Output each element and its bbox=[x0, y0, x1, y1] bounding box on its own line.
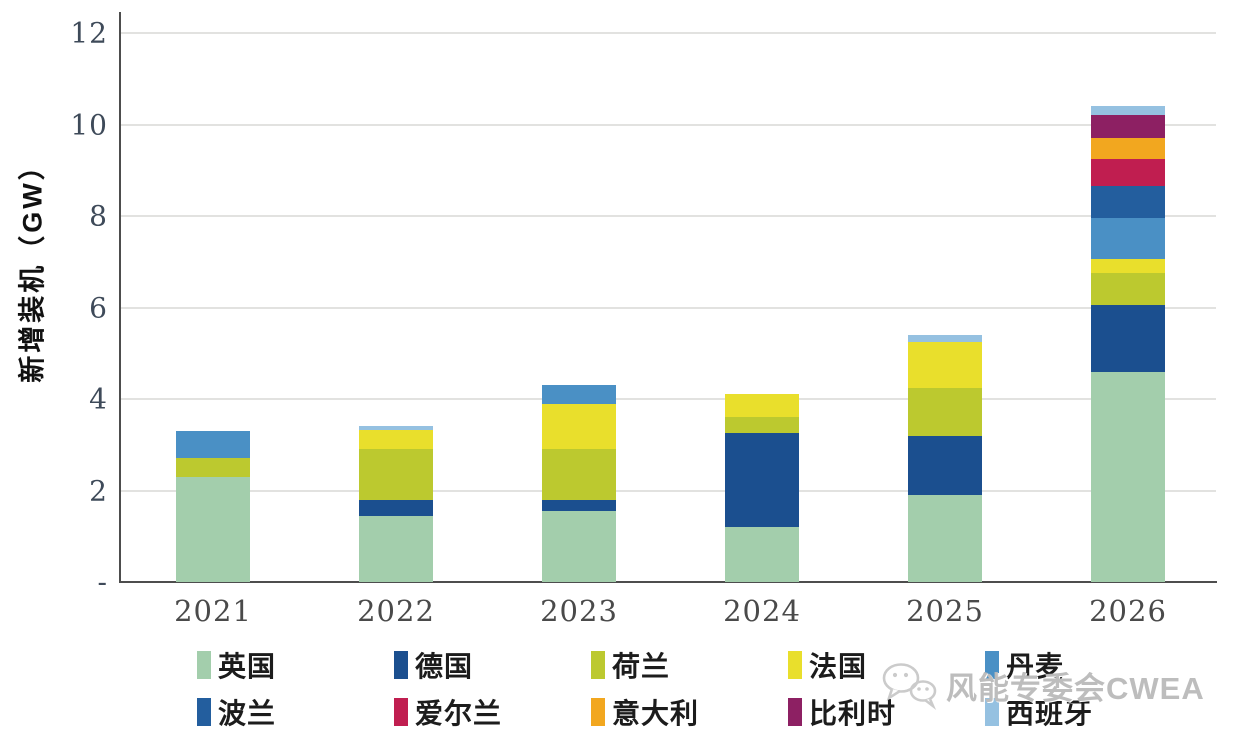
bar-segment bbox=[1091, 138, 1165, 159]
bar-segment bbox=[542, 449, 616, 500]
gridline-12 bbox=[121, 32, 1216, 34]
legend-label: 荷兰 bbox=[612, 651, 671, 682]
legend-item-德国: 德国 bbox=[394, 645, 473, 685]
legend-item-波兰: 波兰 bbox=[197, 692, 276, 732]
y-tick-label: 4 bbox=[89, 382, 108, 416]
bar-segment bbox=[359, 515, 433, 582]
bar-segment bbox=[1091, 305, 1165, 372]
bar-segment bbox=[725, 394, 799, 418]
legend-swatch bbox=[591, 698, 605, 726]
x-axis-label: 2021 bbox=[174, 594, 252, 628]
legend-label: 丹麦 bbox=[1006, 651, 1065, 682]
legend-item-意大利: 意大利 bbox=[591, 692, 699, 732]
bar-segment bbox=[1091, 158, 1165, 187]
bar-segment bbox=[908, 334, 982, 342]
legend-item-英国: 英国 bbox=[197, 645, 276, 685]
x-axis-label: 2023 bbox=[540, 594, 618, 628]
legend-swatch bbox=[197, 698, 211, 726]
bar-segment bbox=[1091, 106, 1165, 116]
legend-label: 爱尔兰 bbox=[415, 698, 503, 729]
legend-swatch bbox=[197, 651, 211, 679]
y-tick-label: 2 bbox=[89, 474, 108, 507]
legend-label: 西班牙 bbox=[1006, 698, 1094, 729]
legend-label: 英国 bbox=[218, 651, 277, 682]
y-tick-label: 8 bbox=[89, 199, 108, 233]
legend-item-法国: 法国 bbox=[788, 645, 867, 685]
gridline-6 bbox=[121, 306, 1216, 309]
legend-item-爱尔兰: 爱尔兰 bbox=[394, 692, 502, 732]
bar-segment bbox=[176, 458, 250, 477]
bar-segment bbox=[1091, 259, 1165, 274]
legend-swatch bbox=[788, 698, 802, 726]
bar-segment bbox=[908, 435, 982, 496]
y-tick-label: 10 bbox=[70, 108, 108, 141]
legend-swatch bbox=[394, 651, 408, 679]
gridline-10 bbox=[121, 123, 1216, 126]
bar-segment bbox=[1091, 186, 1165, 219]
bar-segment bbox=[908, 341, 982, 388]
bar-segment bbox=[359, 499, 433, 516]
bar-segment bbox=[542, 499, 616, 512]
bar-segment bbox=[1091, 218, 1165, 260]
bar-segment bbox=[542, 385, 616, 404]
y-tick-label: 12 bbox=[70, 16, 108, 50]
bar-segment bbox=[908, 495, 982, 582]
bar-segment bbox=[1091, 371, 1165, 582]
bar-segment bbox=[908, 387, 982, 436]
legend-label: 意大利 bbox=[612, 698, 700, 729]
legend-swatch bbox=[985, 651, 999, 679]
legend-label: 比利时 bbox=[809, 698, 897, 729]
y-tick-label: - bbox=[97, 565, 108, 599]
gridline-8 bbox=[121, 215, 1216, 217]
y-axis-line bbox=[119, 12, 121, 583]
x-axis-label: 2024 bbox=[723, 594, 801, 628]
bar-segment bbox=[359, 426, 433, 430]
bar-segment bbox=[359, 449, 433, 500]
x-axis-label: 2026 bbox=[1089, 594, 1167, 628]
x-axis-label: 2025 bbox=[906, 594, 984, 628]
y-tick-label: 6 bbox=[89, 291, 108, 324]
legend-label: 德国 bbox=[415, 651, 474, 682]
legend-item-西班牙: 西班牙 bbox=[985, 692, 1093, 732]
bar-segment bbox=[359, 429, 433, 450]
legend-swatch bbox=[591, 651, 605, 679]
gridline-2 bbox=[121, 489, 1216, 492]
bar-segment bbox=[725, 527, 799, 582]
bar-segment bbox=[1091, 273, 1165, 306]
x-axis-label: 2022 bbox=[357, 594, 435, 628]
bar-segment bbox=[176, 476, 250, 582]
bar-segment bbox=[725, 417, 799, 434]
gridline-4 bbox=[121, 398, 1216, 400]
legend-label: 法国 bbox=[809, 651, 868, 682]
bar-segment bbox=[725, 433, 799, 528]
y-axis-title: 新增装机（GW） bbox=[17, 150, 48, 383]
bar-segment bbox=[542, 511, 616, 582]
legend-swatch bbox=[788, 651, 802, 679]
legend-swatch bbox=[394, 698, 408, 726]
legend-item-丹麦: 丹麦 bbox=[985, 645, 1064, 685]
legend-swatch bbox=[985, 698, 999, 726]
x-axis-baseline bbox=[119, 581, 1217, 583]
bar-segment bbox=[542, 403, 616, 450]
legend-label: 波兰 bbox=[218, 698, 277, 729]
legend-item-荷兰: 荷兰 bbox=[591, 645, 670, 685]
legend-item-比利时: 比利时 bbox=[788, 692, 896, 732]
bar-segment bbox=[176, 431, 250, 459]
bar-segment bbox=[1091, 115, 1165, 139]
